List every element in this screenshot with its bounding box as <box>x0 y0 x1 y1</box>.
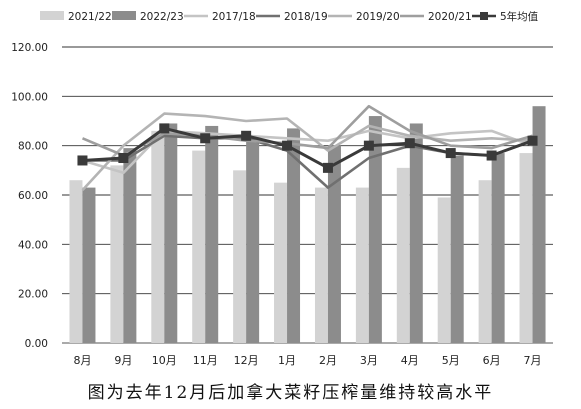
legend-swatch <box>112 11 136 20</box>
legend-label: 2021/22 <box>68 11 112 23</box>
avg-marker <box>159 123 170 134</box>
bar-202223-11 <box>532 106 546 343</box>
x-tick-label: 7月 <box>524 354 542 367</box>
bar-202223-9 <box>450 155 464 343</box>
x-tick-label: 4月 <box>401 354 419 367</box>
legend-label: 2017/18 <box>212 11 256 23</box>
bar-202122-10 <box>478 180 492 343</box>
bar-202122-0 <box>69 180 83 343</box>
legend: 2021/22 2022/23 2017/18 2018/19 2019/20 2020/… <box>40 10 539 23</box>
bar-202122-2 <box>151 130 165 343</box>
series-line-202021 <box>81 104 533 157</box>
avg-marker <box>322 162 333 173</box>
x-tick-label: 1月 <box>278 354 296 367</box>
x-tick-label: 12月 <box>234 354 259 367</box>
x-tick-label: 2月 <box>319 354 337 367</box>
legend-label: 2019/20 <box>356 11 400 23</box>
bar-202223-2 <box>164 123 178 343</box>
y-tick-label: 40.00 <box>18 239 48 251</box>
avg-marker <box>527 135 538 146</box>
avg-marker <box>445 148 456 159</box>
bar-202122-5 <box>274 182 288 343</box>
series-lines <box>77 104 538 191</box>
bar-202223-8 <box>409 123 423 343</box>
x-tick-label: 10月 <box>152 354 177 367</box>
bar-202223-6 <box>327 145 341 343</box>
bar-202122-6 <box>314 187 328 343</box>
y-axis-ticks: 0.00 20.00 40.00 60.00 80.00 100.00 120.00 <box>11 42 48 350</box>
bar-202122-8 <box>396 167 410 343</box>
avg-marker <box>486 150 497 161</box>
y-tick-label: 80.00 <box>18 141 48 153</box>
x-tick-label: 8月 <box>73 354 91 367</box>
x-tick-label: 9月 <box>114 354 132 367</box>
avg-marker <box>404 138 415 149</box>
bar-202122-1 <box>110 165 124 343</box>
x-axis-ticks: 8月 9月 10月 11月 12月 1月 2月 3月 4月 5月 6月 7月 <box>73 354 541 367</box>
legend-label: 2020/21 <box>428 11 472 23</box>
avg-marker <box>282 140 293 151</box>
y-tick-label: 120.00 <box>11 42 48 54</box>
bar-202122-7 <box>355 187 369 343</box>
legend-swatch <box>40 11 64 20</box>
avg-marker <box>241 130 252 141</box>
bar-202223-10 <box>491 153 505 343</box>
bars <box>69 106 546 343</box>
bar-202223-5 <box>287 128 301 343</box>
y-tick-label: 20.00 <box>18 289 48 301</box>
legend-label: 5年均值 <box>500 10 539 23</box>
y-tick-label: 0.00 <box>25 338 48 350</box>
figure-caption: 图为去年12月后加拿大菜籽压榨量维持较高水平 <box>87 383 494 403</box>
bar-202122-9 <box>437 197 451 343</box>
bar-202223-7 <box>368 116 382 343</box>
bar-202223-4 <box>246 135 260 343</box>
avg-marker <box>200 133 211 144</box>
avg-marker <box>77 155 88 166</box>
series-line-201819 <box>82 134 533 189</box>
y-tick-label: 60.00 <box>18 190 48 202</box>
x-tick-label: 3月 <box>360 354 378 367</box>
bar-202122-11 <box>519 153 533 343</box>
bar-202122-3 <box>192 150 206 343</box>
x-tick-label: 5月 <box>442 354 460 367</box>
chart: 0.00 20.00 40.00 60.00 80.00 100.00 120.00 8月 9… <box>11 10 553 367</box>
x-tick-label: 6月 <box>483 354 501 367</box>
avg-marker <box>118 153 129 163</box>
bar-202223-3 <box>205 125 219 343</box>
bar-202122-4 <box>233 170 247 343</box>
series-line-5yr-avg <box>82 126 534 170</box>
x-tick-label: 11月 <box>193 354 218 367</box>
legend-label: 2022/23 <box>140 11 184 23</box>
y-tick-label: 100.00 <box>11 91 48 103</box>
avg-marker <box>363 140 374 151</box>
legend-marker <box>480 12 488 20</box>
bar-202223-1 <box>123 148 137 343</box>
legend-label: 2018/19 <box>284 11 328 23</box>
bar-202223-0 <box>82 187 96 343</box>
series-line-201920 <box>81 112 533 191</box>
